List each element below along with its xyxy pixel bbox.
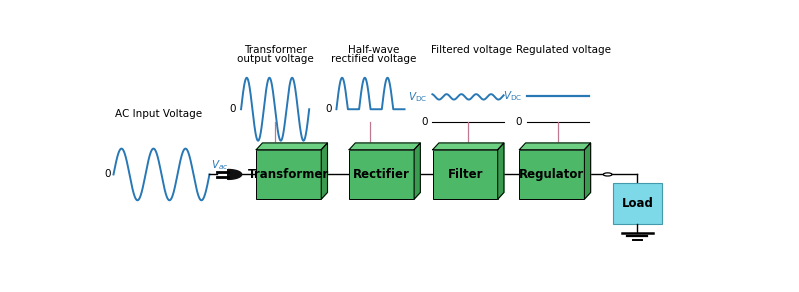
Text: Regulated voltage: Regulated voltage [515, 45, 610, 55]
Text: Transformer: Transformer [244, 45, 307, 55]
Text: Load: Load [622, 197, 654, 210]
Text: output voltage: output voltage [237, 54, 313, 64]
FancyBboxPatch shape [519, 150, 584, 199]
Text: 0: 0 [229, 104, 237, 114]
Text: $V_{ac}$: $V_{ac}$ [211, 159, 229, 172]
Text: Regulator: Regulator [519, 168, 585, 181]
Text: Filter: Filter [447, 168, 483, 181]
Text: $V_{\rm DC}$: $V_{\rm DC}$ [503, 89, 523, 103]
Polygon shape [414, 143, 420, 199]
Text: 0: 0 [515, 117, 523, 127]
Circle shape [603, 173, 612, 176]
Polygon shape [498, 143, 504, 199]
Text: 0: 0 [105, 169, 111, 180]
Polygon shape [321, 143, 328, 199]
Polygon shape [584, 143, 590, 199]
Text: 0: 0 [325, 104, 332, 114]
Text: AC Input Voltage: AC Input Voltage [115, 109, 202, 119]
FancyBboxPatch shape [256, 150, 321, 199]
Text: Transformer: Transformer [248, 168, 329, 181]
Text: 0: 0 [421, 117, 427, 127]
Polygon shape [256, 143, 328, 150]
FancyBboxPatch shape [433, 150, 498, 199]
Polygon shape [433, 143, 504, 150]
Text: rectified voltage: rectified voltage [331, 54, 416, 64]
Text: Filtered voltage: Filtered voltage [431, 45, 511, 55]
Text: Rectifier: Rectifier [353, 168, 410, 181]
Text: $V_{\rm DC}$: $V_{\rm DC}$ [408, 90, 427, 104]
FancyBboxPatch shape [613, 183, 662, 224]
Polygon shape [228, 169, 241, 179]
FancyBboxPatch shape [349, 150, 414, 199]
Polygon shape [519, 143, 590, 150]
Text: Half-wave: Half-wave [348, 45, 400, 55]
Polygon shape [349, 143, 420, 150]
